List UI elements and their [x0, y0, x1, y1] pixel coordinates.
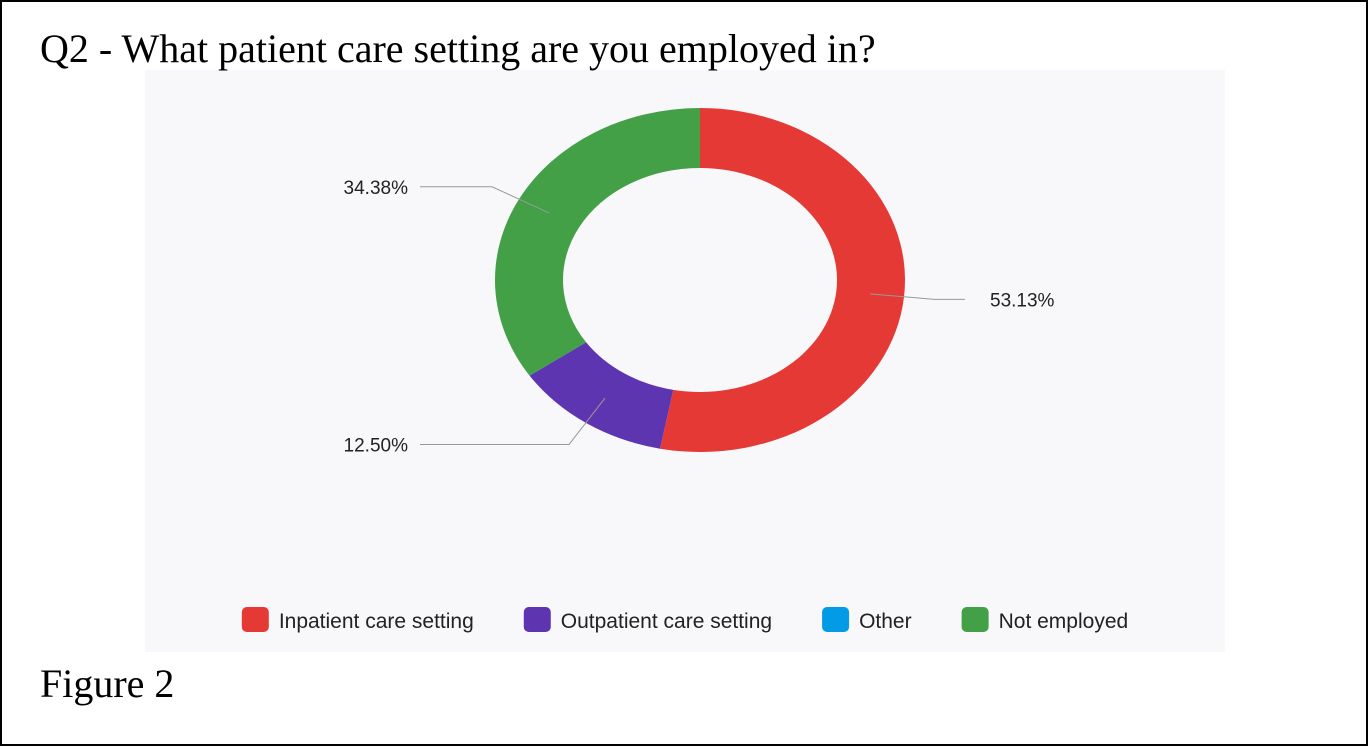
leader-line: [420, 397, 606, 445]
legend-swatch: [961, 607, 989, 632]
legend-swatch: [523, 607, 551, 632]
donut-slice: [660, 108, 905, 452]
legend: Inpatient care setting Outpatient care se…: [241, 607, 1129, 633]
donut-slice: [495, 108, 700, 376]
data-label: 34.38%: [344, 178, 409, 199]
legend-label: Not employed: [999, 610, 1129, 633]
data-label: 12.50%: [344, 435, 409, 456]
legend-swatch: [822, 607, 850, 632]
plot: 53.13% 12.50% 34.38% Inpatient care setting…: [241, 108, 1129, 633]
chart-title: Q2 - What patient care setting are you e…: [40, 26, 876, 71]
legend-label: Inpatient care setting: [279, 610, 474, 633]
donut-slice: [529, 342, 674, 449]
legend-label: Outpatient care setting: [561, 610, 772, 633]
legend-swatch: [241, 607, 269, 632]
leader-line: [870, 293, 965, 300]
legend-label: Other: [859, 610, 912, 633]
leader-line: [420, 186, 550, 214]
data-label: 53.13%: [990, 290, 1055, 311]
caption: Figure 2: [40, 661, 174, 706]
